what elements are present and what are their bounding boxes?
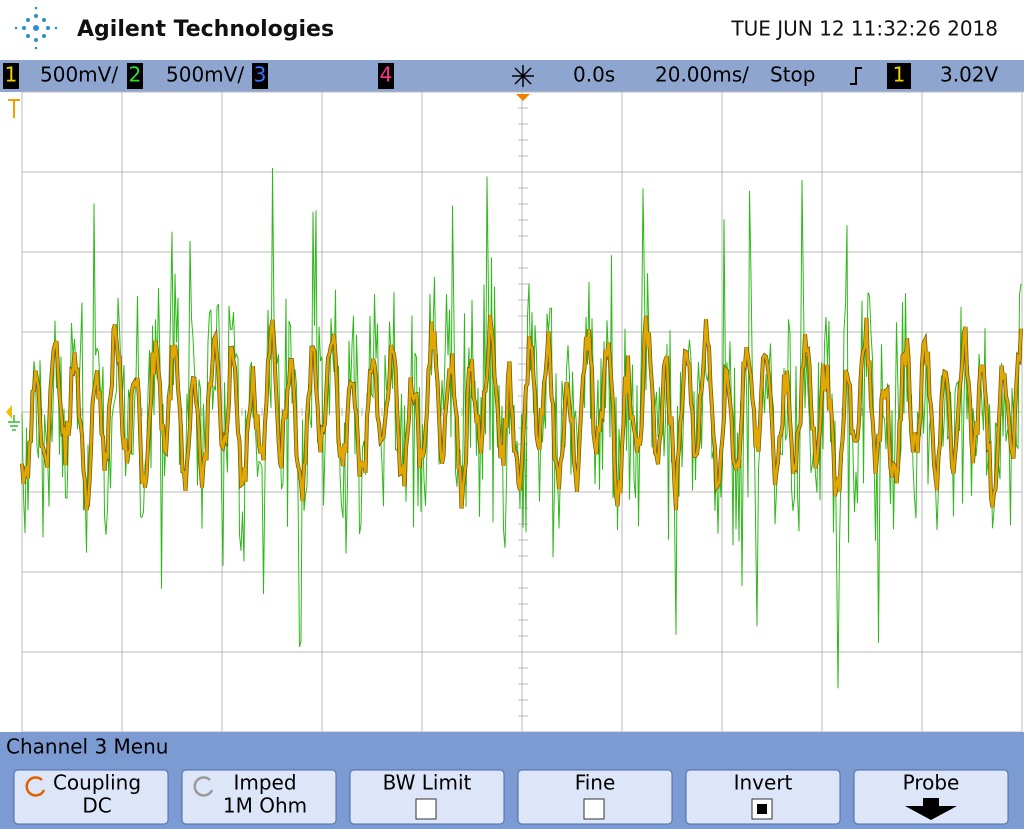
header-bg <box>0 0 1024 60</box>
softkey[interactable] <box>685 769 841 825</box>
softkey-value: 1M Ohm <box>223 794 307 818</box>
softkey[interactable] <box>181 769 337 825</box>
checkbox <box>415 798 437 820</box>
logo <box>14 6 58 50</box>
checkbox <box>583 798 605 820</box>
time-scale: 20.00ms/ <box>655 63 749 87</box>
ch1-box <box>3 63 19 89</box>
softkey[interactable] <box>13 769 169 825</box>
run-state: Stop <box>770 63 815 87</box>
trig-src-box <box>887 63 911 89</box>
softkey[interactable] <box>349 769 505 825</box>
menu-title: Channel 3 Menu <box>6 735 168 759</box>
menu-bg <box>0 732 1024 829</box>
trigger-slope <box>850 67 862 85</box>
ground-markers <box>6 99 20 431</box>
ch1-label: 1 <box>5 63 18 87</box>
ch1-scale: 500mV/ <box>40 63 118 87</box>
checkbox-mark <box>757 804 767 814</box>
ch4-box <box>378 63 394 89</box>
datetime: TUE JUN 12 11:32:26 2018 <box>730 17 998 41</box>
softkey[interactable] <box>853 769 1009 825</box>
ch2-scale: 500mV/ <box>166 63 244 87</box>
cycle-icon <box>193 776 214 797</box>
softkey-label: Fine <box>575 771 616 795</box>
softkey[interactable] <box>517 769 673 825</box>
softkey-label: Imped <box>233 771 296 795</box>
softkey-label: Invert <box>734 771 793 795</box>
submenu-arrow <box>905 798 957 820</box>
brand: Agilent Technologies <box>77 17 334 42</box>
softkey-value: DC <box>82 794 111 818</box>
channel-1-trace <box>20 314 1023 511</box>
waveforms <box>20 167 1023 689</box>
softkey-label: Probe <box>903 771 960 795</box>
cycle-icon <box>25 776 46 797</box>
trigger-marker <box>516 94 530 101</box>
ch4-label: 4 <box>380 63 393 87</box>
trigger-source: 1 <box>893 63 906 87</box>
ch3-box <box>252 63 268 89</box>
softkey-label: BW Limit <box>383 771 472 795</box>
time-offset: 0.0s <box>573 63 615 87</box>
softkey-label: Coupling <box>53 771 141 795</box>
trigger-pos-icon <box>512 65 534 87</box>
ch3-label: 3 <box>254 63 267 87</box>
ch2-box <box>127 63 143 89</box>
ch2-label: 2 <box>129 63 142 87</box>
trigger-level: 3.02V <box>940 63 999 87</box>
